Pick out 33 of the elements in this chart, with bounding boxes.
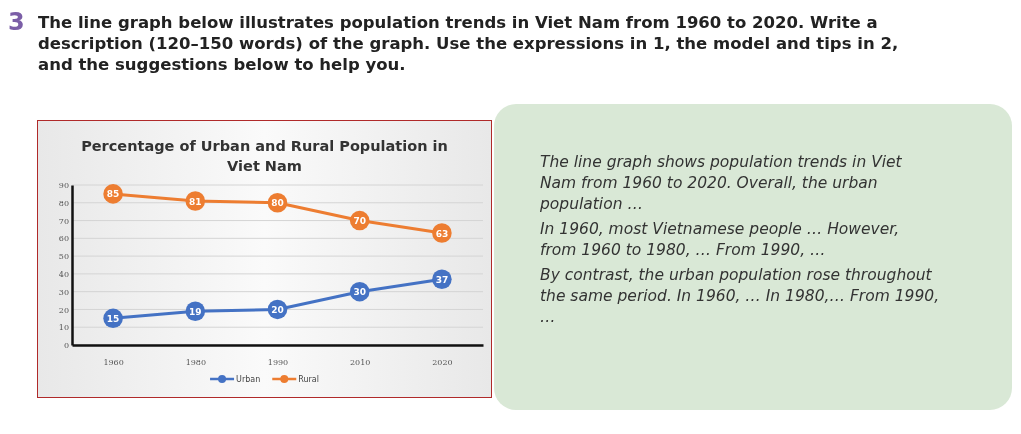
data-label: 20 [271,304,284,315]
y-tick-label: 40 [58,269,69,279]
data-label: 37 [435,274,449,285]
data-label: 30 [353,287,366,298]
legend-label: Urban [236,375,261,384]
y-tick-label: 50 [58,252,69,262]
y-tick-label: 70 [58,216,69,226]
x-tick-label: 1980 [185,357,206,367]
y-tick-label: 90 [58,181,69,191]
data-label: 81 [189,196,202,207]
x-tick-label: 2020 [432,357,453,367]
x-tick-label: 1960 [103,357,124,367]
text: The line graph below illustrates population trends in Viet Nam from 1960 to 2020. Write a description (120–150 words) of the graph. Use the expressions in 1, the model and tips in 2, and the suggestions below to help you. [38,12,900,75]
legend-label: Rural [298,375,319,384]
chart-title: Percentage of Urban and Rural Population in Viet Nam [81,138,448,174]
data-label: 63 [435,228,449,239]
x-tick-label: 1990 [267,357,289,367]
data-label: 70 [353,216,366,227]
text: 3 [8,8,25,36]
text: The line graph shows population trends in Viet Nam from 1960 to 2020. Overall, the urban population … [540,152,903,215]
y-tick-label: 80 [58,198,69,208]
y-tick-label: 0 [63,341,69,351]
text: In 1960, most Vietnamese people … However, from 1960 to 1980, … From 1990, … [540,219,901,261]
data-label: 19 [189,306,202,317]
text: By contrast, the urban population rose throughout the same period. In 1960, … In 1980,… From 1990, … [540,265,940,328]
data-label: 85 [106,189,120,200]
x-tick-label: 2010 [350,357,371,367]
data-label: 15 [106,313,120,324]
y-tick-label: 20 [58,305,69,315]
y-tick-label: 30 [58,287,69,297]
y-tick-label: 60 [58,234,69,244]
y-tick-label: 10 [58,323,69,333]
data-label: 80 [271,198,284,209]
